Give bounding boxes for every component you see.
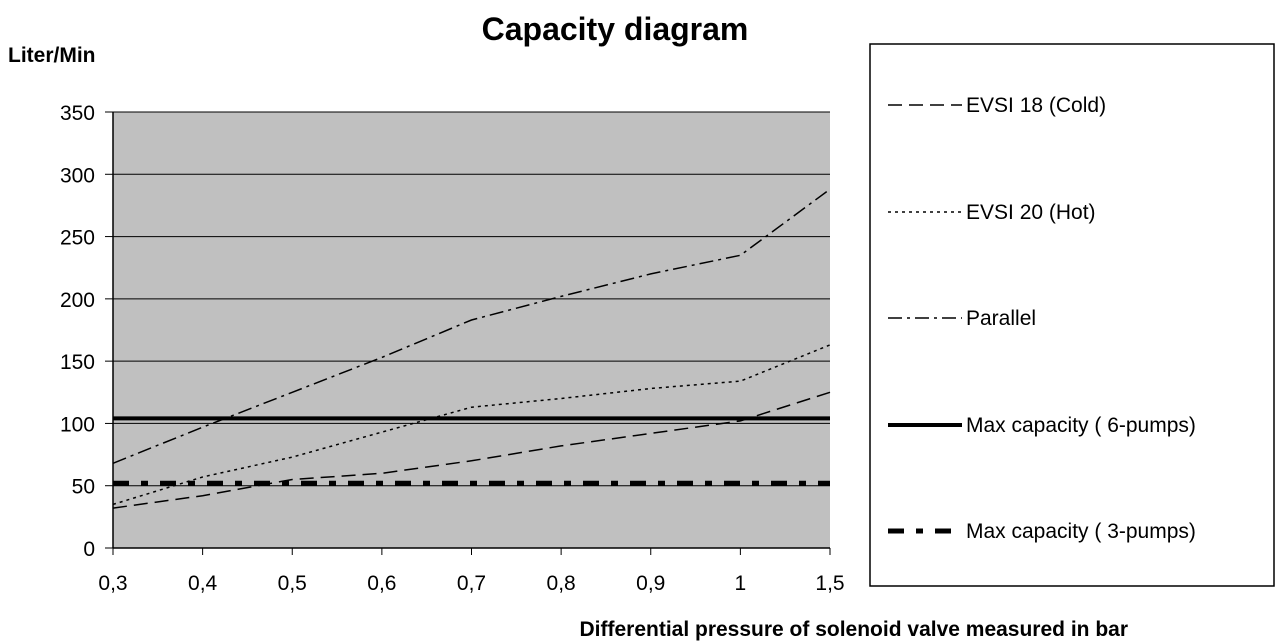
x-tick-label: 0,6 [367,572,396,595]
legend-item-5: Max capacity ( 3-pumps) [888,520,1196,543]
series-line-3 [112,188,831,464]
series-lines [112,188,831,509]
legend-label: Max capacity ( 3-pumps) [966,520,1196,543]
chart-title: Capacity diagram [482,11,749,47]
series-line-2 [112,344,831,506]
y-tick-label: 300 [60,164,95,187]
x-axis-label: Differential pressure of solenoid valve … [579,618,1128,641]
y-tick-labels: 0 50 100 150 200 250 300 350 [60,102,113,561]
y-axis-label: Liter/Min [8,44,96,67]
y-tick-label: 100 [60,413,95,436]
y-tick-label: 350 [60,102,95,125]
x-tick-label: 0,4 [188,572,218,595]
y-tick-label: 200 [60,289,95,312]
legend-item-3: Parallel [888,307,1036,330]
legend-box [869,43,1275,587]
x-tick-label: 0,8 [547,572,576,595]
y-tick-label: 0 [83,538,95,561]
x-tick-label: 0,7 [457,572,486,595]
legend-item-4: Max capacity ( 6-pumps) [888,414,1196,437]
x-tick-label: 0,5 [278,572,307,595]
legend-label: Max capacity ( 6-pumps) [966,414,1196,437]
legend-label: Parallel [966,307,1036,330]
legend-item-1: EVSI 18 (Cold) [888,94,1106,117]
legend-item-2: EVSI 20 (Hot) [888,201,1096,224]
plot-area [113,112,830,548]
legend-label: EVSI 20 (Hot) [966,201,1096,224]
legend: EVSI 18 (Cold) EVSI 20 (Hot) Parallel Max c… [888,94,1196,543]
x-tick-label: 1,5 [815,572,844,595]
series-line-1 [112,391,831,509]
y-tick-label: 50 [72,476,95,499]
x-tick-label: 0,3 [98,572,127,595]
legend-label: EVSI 18 (Cold) [966,94,1106,117]
y-tick-label: 250 [60,227,95,250]
x-tick-label: 0,9 [636,572,665,595]
y-tick-label: 150 [60,351,95,374]
grid-lines [113,111,830,487]
x-tick-labels: 0,3 0,4 0,5 0,6 0,7 0,8 0,9 1 1,5 [98,548,845,595]
x-tick-label: 1 [735,572,747,595]
